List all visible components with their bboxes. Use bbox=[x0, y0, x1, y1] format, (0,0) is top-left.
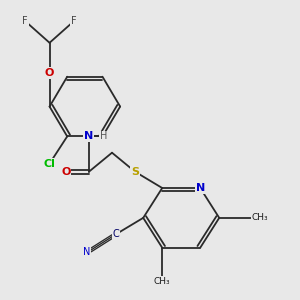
Text: Cl: Cl bbox=[44, 159, 56, 169]
Text: O: O bbox=[45, 68, 54, 78]
Text: N: N bbox=[84, 131, 94, 141]
Text: S: S bbox=[131, 167, 139, 177]
Text: F: F bbox=[22, 16, 28, 26]
Text: C: C bbox=[113, 229, 119, 239]
Text: O: O bbox=[61, 167, 70, 177]
Text: CH₃: CH₃ bbox=[252, 213, 268, 222]
Text: CH₃: CH₃ bbox=[154, 277, 170, 286]
Text: F: F bbox=[71, 16, 77, 26]
Text: N: N bbox=[83, 247, 91, 257]
Text: H: H bbox=[100, 131, 107, 141]
Text: N: N bbox=[196, 183, 205, 193]
